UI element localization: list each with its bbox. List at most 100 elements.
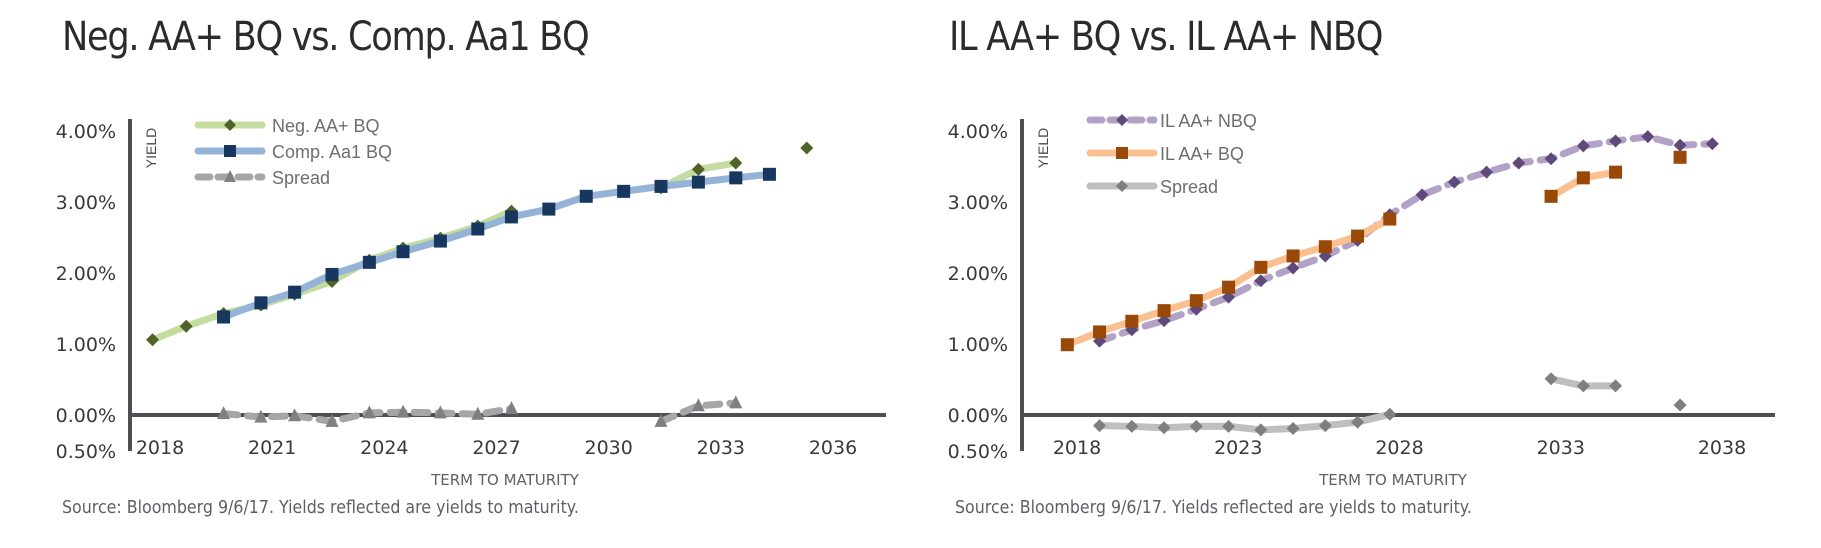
- right-data-point: [1060, 338, 1074, 352]
- right-chart: 4.00% 3.00% 2.00% 1.00% 0.00% 0.50% YIELD 2018 2…: [948, 111, 1775, 489]
- right-data-point: [1351, 229, 1365, 243]
- left-x-tick-label: 2021: [248, 437, 296, 459]
- left-legend-item: Spread: [194, 168, 330, 188]
- right-data-point: [1254, 274, 1268, 288]
- right-data-point: [1576, 379, 1590, 393]
- left-data-point: [617, 184, 631, 198]
- right-data-point: [1576, 171, 1590, 185]
- right-data-point: [1093, 325, 1107, 339]
- right-series-spread: [1093, 372, 1687, 437]
- right-legend-marker: [1116, 114, 1128, 126]
- left-data-point: [433, 405, 447, 419]
- left-data-point: [325, 267, 339, 281]
- left-legend-marker: [224, 170, 236, 182]
- left-data-point: [579, 189, 593, 203]
- right-data-point: [1189, 294, 1203, 308]
- left-y-tick-label: 4.00%: [56, 121, 116, 143]
- left-data-point: [471, 222, 485, 236]
- right-data-point: [1318, 419, 1332, 433]
- left-y-tick-label: 0.00%: [56, 405, 116, 427]
- right-data-point: [1544, 152, 1558, 166]
- left-x-tick-label: 2033: [697, 437, 745, 459]
- left-y-tick-label: 2.00%: [56, 263, 116, 285]
- left-legend-marker: [224, 145, 236, 157]
- right-legend-label: IL AA+ NBQ: [1160, 111, 1257, 131]
- right-data-point: [1447, 175, 1461, 189]
- left-data-point: [362, 405, 376, 419]
- right-y-tick-label: 3.00%: [948, 192, 1008, 214]
- right-data-point: [1512, 156, 1526, 170]
- right-data-point: [1222, 290, 1236, 304]
- right-data-point: [1157, 421, 1171, 435]
- right-y-axis-label: YIELD: [1035, 128, 1051, 168]
- left-legend-item: Comp. Aa1 BQ: [194, 142, 392, 162]
- right-data-point: [1254, 260, 1268, 274]
- right-data-point: [1222, 280, 1236, 294]
- right-data-point: [1609, 134, 1623, 148]
- left-data-point: [471, 406, 485, 420]
- left-data-point: [179, 319, 193, 333]
- left-x-tick-label: 2018: [136, 437, 184, 459]
- right-legend-item: Spread: [1086, 177, 1218, 197]
- right-chart-title: IL AA+ BQ vs. IL AA+ NBQ: [949, 14, 1383, 60]
- left-legend-marker: [224, 119, 236, 131]
- right-data-point: [1641, 130, 1655, 144]
- left-data-point: [362, 255, 376, 269]
- left-x-tick-label: 2036: [809, 437, 857, 459]
- right-source-note: Source: Bloomberg 9/6/17. Yields reflect…: [955, 497, 1472, 518]
- left-data-point: [542, 202, 556, 216]
- right-data-point: [1576, 139, 1590, 153]
- right-data-point: [1157, 304, 1171, 318]
- left-x-tick-label: 2027: [472, 437, 520, 459]
- left-data-point: [729, 395, 743, 409]
- right-data-point: [1609, 165, 1623, 179]
- right-data-point: [1673, 138, 1687, 152]
- left-data-point: [504, 210, 518, 224]
- right-data-point: [1093, 419, 1107, 433]
- right-data-point: [1125, 419, 1139, 433]
- left-data-point: [504, 401, 518, 415]
- right-legend-marker: [1116, 180, 1128, 192]
- left-source-note: Source: Bloomberg 9/6/17. Yields reflect…: [62, 497, 579, 518]
- left-series-neg-aa-bq: [146, 141, 814, 347]
- left-series-comp-aa1-bq: [217, 167, 776, 324]
- right-data-point: [1705, 137, 1719, 151]
- right-data-point: [1544, 189, 1558, 203]
- left-data-point: [691, 175, 705, 189]
- right-legend-item: IL AA+ BQ: [1086, 144, 1244, 164]
- left-data-point: [217, 310, 231, 324]
- right-data-point: [1286, 421, 1300, 435]
- right-data-point: [1609, 379, 1623, 393]
- right-y-tick-label: 4.00%: [948, 121, 1008, 143]
- left-y-tick-label: 1.00%: [56, 334, 116, 356]
- left-data-point: [217, 406, 231, 420]
- left-data-point: [433, 234, 447, 248]
- left-x-tick-label: 2024: [360, 437, 408, 459]
- left-legend-label: Neg. AA+ BQ: [272, 116, 380, 136]
- right-data-point: [1222, 419, 1236, 433]
- right-series-line: [1096, 410, 1394, 434]
- left-x-tick-label: 2030: [584, 437, 632, 459]
- left-series-spread: [217, 395, 743, 427]
- left-data-point: [729, 171, 743, 185]
- right-data-point: [1286, 261, 1300, 275]
- right-data-point: [1415, 188, 1429, 202]
- left-data-point: [288, 408, 302, 422]
- right-y-tick-label: 2.00%: [948, 263, 1008, 285]
- right-x-tick-label: 2038: [1698, 437, 1746, 459]
- left-data-point: [146, 333, 160, 347]
- left-y-tick-label: 3.00%: [56, 192, 116, 214]
- left-data-point: [691, 398, 705, 412]
- right-legend-label: IL AA+ BQ: [1160, 144, 1244, 164]
- left-data-point: [654, 413, 668, 427]
- left-legend-label: Spread: [272, 168, 330, 188]
- right-y-tick-label: 0.50%: [948, 441, 1008, 463]
- left-series-line: [220, 170, 773, 321]
- right-x-axis-label: TERM TO MATURITY: [1318, 471, 1468, 489]
- right-legend-label: Spread: [1160, 177, 1218, 197]
- right-data-point: [1383, 212, 1397, 226]
- right-x-tick-label: 2028: [1375, 437, 1423, 459]
- left-legend-item: Neg. AA+ BQ: [194, 116, 380, 136]
- left-data-point: [729, 156, 743, 170]
